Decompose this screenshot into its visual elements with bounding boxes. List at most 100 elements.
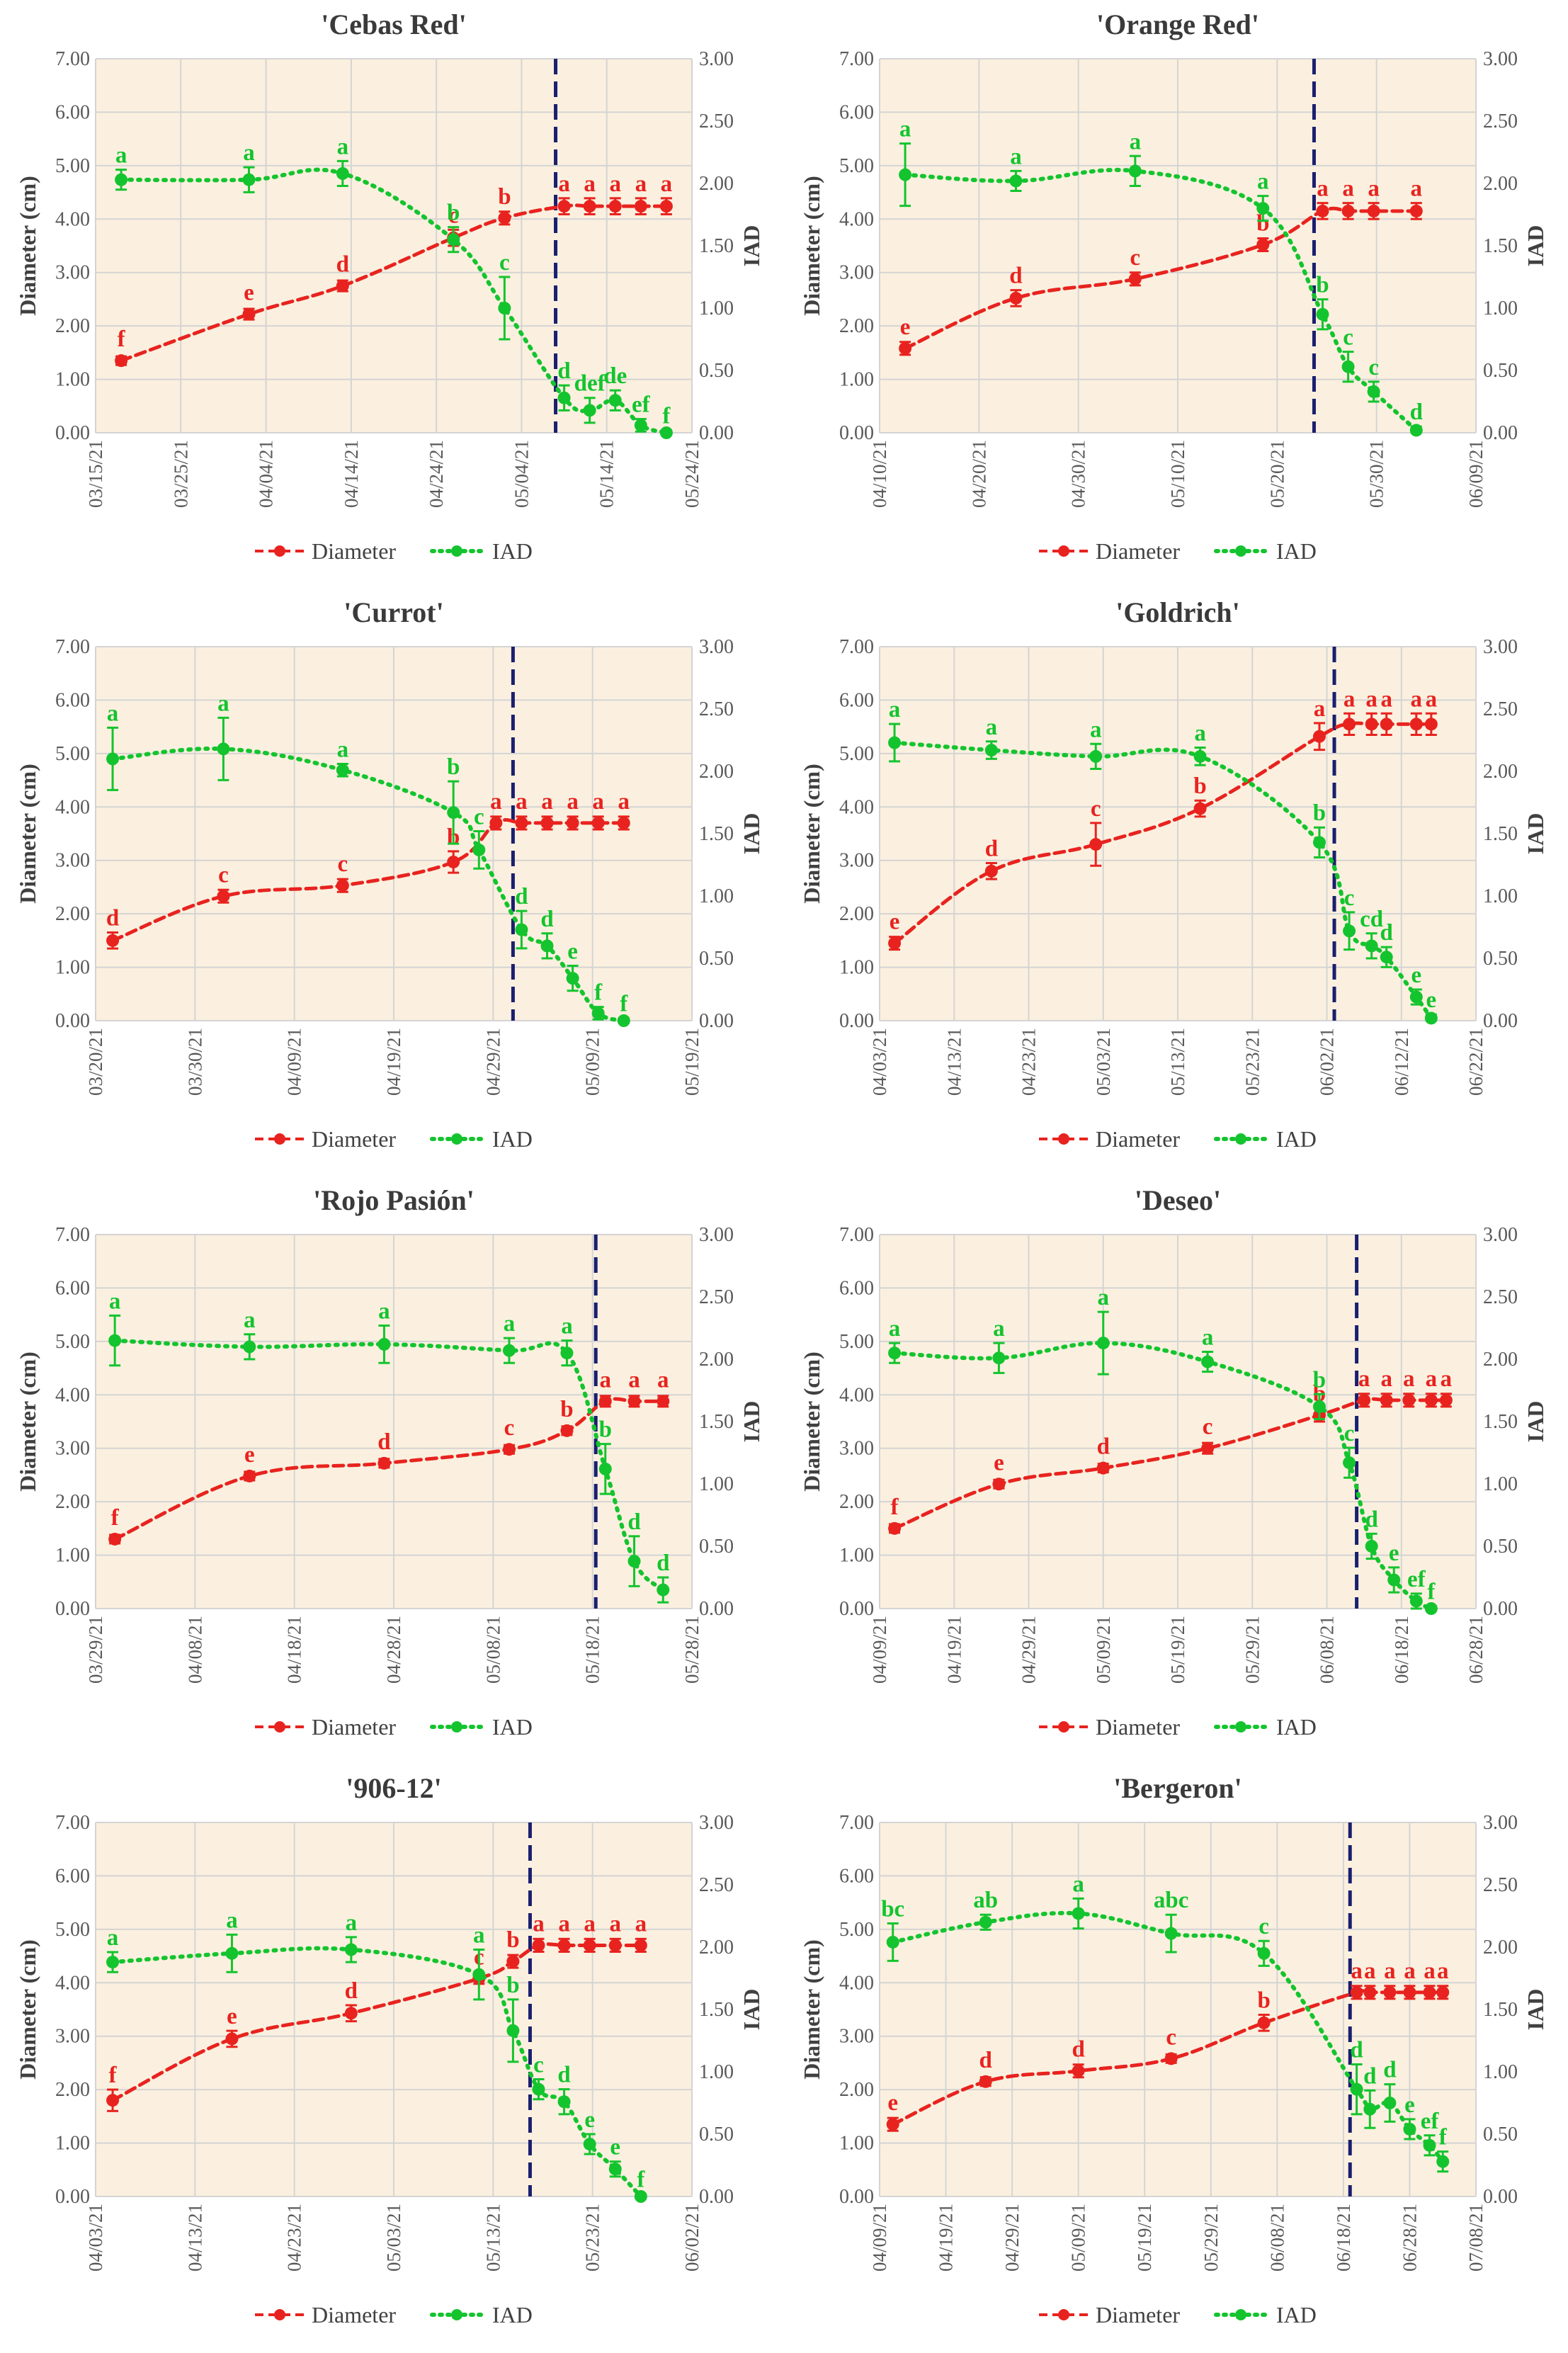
iad-point: [447, 233, 460, 246]
legend: Diameter IAD: [1039, 2302, 1317, 2328]
legend-diameter-label: Diameter: [1096, 2302, 1180, 2328]
y2-tick-label: 0.00: [699, 422, 734, 444]
x-tick-label: 05/09/21: [1068, 2204, 1089, 2272]
x-tick-label: 06/08/21: [1317, 1616, 1338, 1684]
iad-point: [617, 1014, 630, 1027]
x-tick-label: 04/24/21: [426, 440, 447, 508]
diameter-point: [106, 934, 120, 947]
y-tick-label: 7.00: [55, 636, 90, 658]
y2-tick-label: 2.50: [699, 110, 734, 132]
diameter-significance-label: a: [584, 171, 596, 197]
x-tick-label: 05/23/21: [582, 2204, 603, 2272]
y2-tick-label: 2.00: [699, 1937, 734, 1958]
x-tick-label: 04/04/21: [256, 440, 277, 508]
y-tick-label: 2.00: [55, 1491, 90, 1513]
y2-tick-label: 1.50: [1483, 1411, 1518, 1433]
plot-area: [880, 1822, 1476, 2196]
diameter-point: [1358, 1393, 1371, 1407]
y2-tick-label: 1.50: [699, 1999, 734, 2021]
y-tick-label: 0.00: [839, 1010, 874, 1032]
diameter-point: [532, 1939, 545, 1952]
y-tick-label: 4.00: [55, 1972, 90, 1994]
y-tick-label: 1.00: [55, 2133, 90, 2155]
iad-point: [992, 1351, 1006, 1365]
y-axis-label: Diameter (cm): [15, 1939, 40, 2080]
iad-point: [608, 394, 622, 407]
iad-point: [1312, 1400, 1326, 1413]
x-tick-label: 04/08/21: [184, 1616, 205, 1684]
iad-significance-label: a: [107, 701, 119, 726]
iad-point: [1072, 1907, 1085, 1920]
legend-iad-marker: [451, 1133, 462, 1145]
y-axis-label: Diameter (cm): [799, 1351, 824, 1492]
x-tick-label: 05/10/21: [1167, 440, 1188, 508]
y-tick-label: 1.00: [839, 957, 874, 979]
diameter-significance-label: a: [657, 1367, 669, 1393]
diameter-point: [1423, 1985, 1436, 1999]
y-tick-label: 2.00: [55, 903, 90, 925]
iad-point: [899, 168, 912, 181]
diameter-significance-label: a: [1364, 1958, 1376, 1984]
y2-tick-label: 3.00: [699, 636, 734, 658]
diameter-significance-label: d: [979, 2048, 992, 2073]
legend-diameter-label: Diameter: [1096, 538, 1180, 564]
x-tick-label: 05/29/21: [1200, 2204, 1222, 2272]
y-tick-label: 6.00: [55, 1277, 90, 1299]
x-tick-label: 05/03/21: [383, 2204, 404, 2272]
x-tick-label: 04/03/21: [85, 2204, 106, 2272]
iad-significance-label: d: [627, 1509, 640, 1535]
diameter-point: [377, 1456, 391, 1470]
diameter-significance-label: a: [609, 1911, 621, 1937]
iad-significance-label: a: [561, 1314, 573, 1339]
y-tick-label: 1.00: [55, 957, 90, 979]
iad-significance-label: f: [1439, 2125, 1448, 2150]
diameter-significance-label: a: [1424, 1958, 1436, 1984]
diameter-point: [108, 1532, 122, 1546]
iad-point: [225, 1946, 239, 1960]
diameter-series-line: [903, 206, 1419, 351]
diameter-point: [1424, 1393, 1438, 1407]
diameter-significance-label: a: [609, 171, 621, 197]
diameter-significance-label: a: [584, 1911, 596, 1937]
diameter-point: [515, 816, 528, 829]
x-tick-label: 05/19/21: [681, 1028, 703, 1096]
x-tick-label: 05/04/21: [511, 440, 532, 508]
iad-point: [608, 2162, 622, 2176]
y-axis-label: Diameter (cm): [799, 1939, 824, 2080]
y-tick-label: 7.00: [839, 48, 874, 70]
iad-significance-label: c: [533, 2053, 544, 2078]
x-tick-label: 04/18/21: [284, 1616, 305, 1684]
iad-point: [1424, 1602, 1438, 1615]
y-tick-label: 0.00: [839, 1598, 874, 1620]
x-tick-label: 07/08/21: [1465, 2204, 1487, 2272]
diameter-significance-label: a: [1342, 176, 1354, 202]
iad-significance-label: a: [1010, 144, 1022, 169]
iad-significance-label: e: [584, 2107, 595, 2133]
y2-tick-label: 0.00: [1483, 1598, 1518, 1620]
iad-significance-label: a: [107, 1925, 119, 1951]
diameter-significance-label: d: [377, 1429, 390, 1455]
legend-iad-label: IAD: [1276, 1714, 1317, 1740]
diameter-significance-label: b: [498, 184, 511, 210]
diameter-point: [992, 1478, 1006, 1491]
y2-tick-label: 0.00: [699, 1598, 734, 1620]
diameter-point: [1380, 718, 1393, 731]
diameter-significance-label: a: [1426, 1366, 1438, 1392]
x-tick-label: 04/28/21: [383, 1616, 404, 1684]
iad-point: [1409, 990, 1423, 1004]
diameter-significance-label: d: [345, 1978, 358, 2004]
x-tick-label: 06/08/21: [1266, 2204, 1288, 2272]
x-tick-label: 05/13/21: [1167, 1028, 1188, 1096]
chart-title: 'Rojo Pasión': [313, 1184, 475, 1216]
iad-significance-label: a: [1194, 721, 1206, 747]
diameter-point: [1409, 204, 1423, 217]
y2-tick-label: 1.50: [699, 823, 734, 845]
y-tick-label: 7.00: [55, 48, 90, 70]
iad-significance-label: a: [1257, 169, 1269, 195]
iad-point: [336, 764, 349, 777]
diameter-point: [1363, 1985, 1377, 1999]
y2-tick-label: 1.00: [699, 2061, 734, 2083]
iad-significance-label: def: [574, 371, 606, 397]
y2-tick-label: 0.00: [1483, 422, 1518, 444]
y-tick-label: 2.00: [839, 903, 874, 925]
